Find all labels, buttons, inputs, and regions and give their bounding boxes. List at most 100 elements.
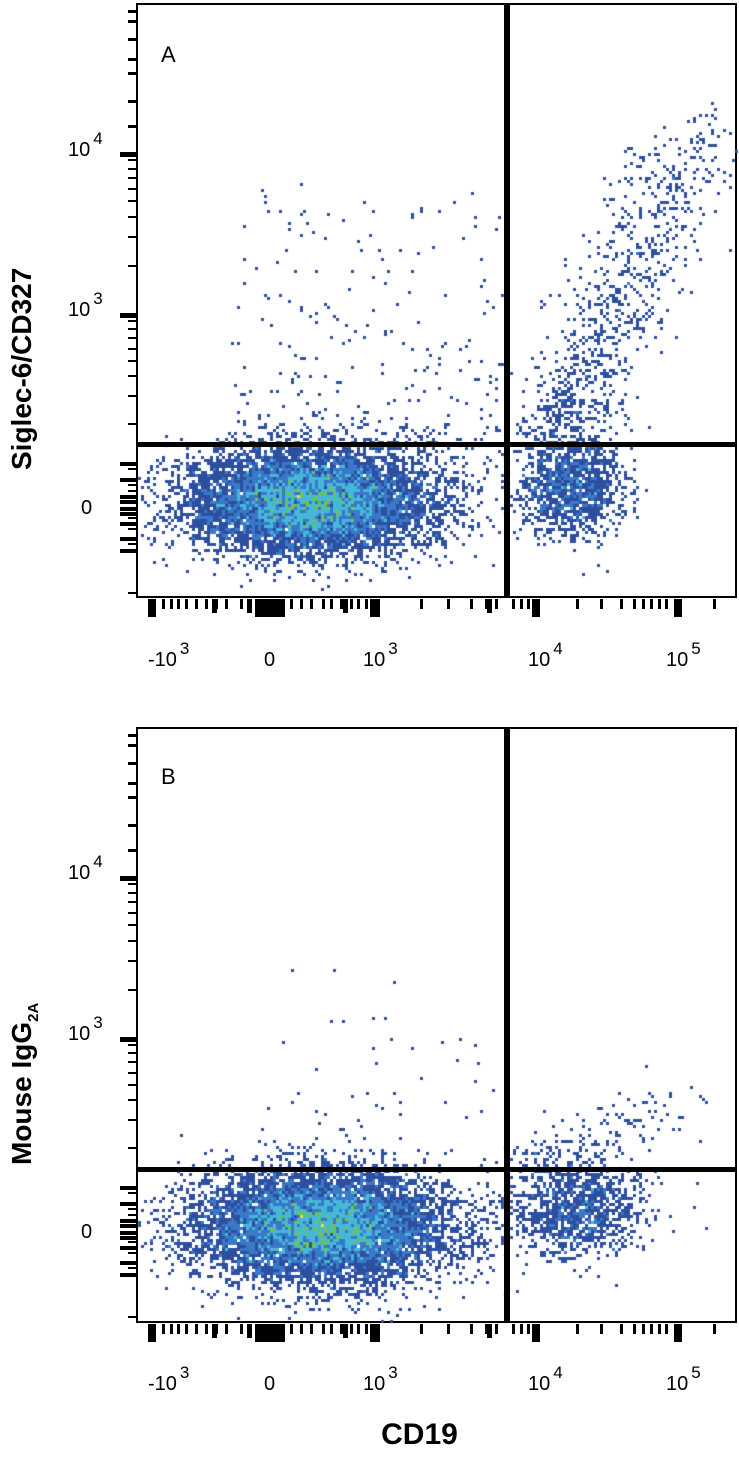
tick-mark: [447, 1324, 450, 1334]
tick-mark: [470, 1324, 473, 1334]
tick-mark: [120, 462, 136, 466]
tick-mark: [520, 599, 523, 609]
tick-mark: [212, 599, 217, 613]
tick-mark: [247, 1324, 252, 1338]
tick-mark: [225, 599, 228, 609]
tick-mark: [370, 1324, 380, 1342]
tick-mark: [527, 1324, 530, 1334]
tick-mark: [120, 1037, 136, 1042]
tick-mark: [128, 38, 136, 41]
tick-mark: [128, 100, 136, 103]
tick-mark: [195, 1324, 198, 1334]
tick-mark: [170, 1324, 173, 1334]
tick-mark: [665, 599, 668, 609]
tick-mark: [120, 152, 136, 157]
tick-mark: [520, 1324, 523, 1334]
tick-mark: [262, 1324, 267, 1338]
tick-mark: [128, 988, 136, 991]
tick-mark: [620, 1324, 623, 1334]
tick-mark: [128, 375, 136, 378]
tick-mark: [128, 490, 136, 492]
tick-mark: [128, 1146, 136, 1149]
tick-mark: [128, 744, 136, 747]
tick-mark: [350, 1324, 353, 1334]
tick-mark: [128, 422, 136, 425]
tick-mark: [128, 1208, 136, 1210]
tick-mark: [495, 1324, 498, 1334]
tick-mark: [120, 478, 136, 482]
tick-mark: [343, 1324, 348, 1338]
tick-mark: [330, 599, 333, 609]
tick-mark: [128, 125, 136, 128]
tick-mark: [665, 1324, 668, 1334]
tick-mark: [128, 960, 136, 963]
quadrant-gate-vertical-b[interactable]: [504, 727, 510, 1323]
tick-mark: [128, 236, 136, 239]
tick-mark: [128, 1316, 136, 1318]
tick-mark: [658, 1324, 661, 1334]
tick-mark: [600, 1324, 603, 1334]
quadrant-gate-horizontal-b[interactable]: [136, 1167, 737, 1172]
tick-mark: [713, 599, 716, 609]
tick-mark: [128, 216, 136, 219]
tick-mark: [120, 1246, 136, 1250]
tick-mark: [340, 599, 343, 609]
tick-mark: [120, 876, 136, 881]
tick-mark: [128, 347, 136, 350]
tick-mark: [128, 592, 136, 594]
tick-mark: [278, 599, 283, 613]
tick-mark: [240, 1324, 243, 1334]
tick-mark: [128, 782, 136, 785]
tick-mark: [330, 1324, 333, 1334]
tick-mark: [205, 1324, 208, 1334]
tick-mark: [128, 824, 136, 827]
tick-mark: [128, 762, 136, 765]
tick-mark: [120, 1224, 136, 1228]
quadrant-gate-vertical-a[interactable]: [504, 3, 510, 598]
tick-mark: [340, 1324, 343, 1334]
tick-mark: [128, 891, 136, 894]
tick-mark: [128, 1214, 136, 1216]
tick-mark: [128, 484, 136, 486]
tick-mark: [128, 528, 136, 530]
tick-mark: [420, 599, 423, 609]
tick-mark: [532, 599, 540, 617]
tick-mark: [420, 1324, 423, 1334]
tick-mark: [128, 1044, 136, 1047]
tick-mark: [357, 1324, 360, 1334]
tick-mark: [120, 1186, 136, 1190]
tick-mark: [128, 517, 136, 519]
tick-mark: [300, 1324, 303, 1334]
tick-mark: [532, 1324, 540, 1342]
tick-mark: [128, 360, 136, 363]
tick-mark: [128, 940, 136, 943]
tick-mark: [120, 549, 136, 553]
tick-mark: [185, 1324, 188, 1334]
tick-mark: [576, 599, 579, 609]
tick-mark: [120, 500, 136, 504]
tick-mark: [128, 900, 136, 903]
tick-mark: [485, 1324, 488, 1334]
tick-mark: [128, 1099, 136, 1102]
quadrant-gate-horizontal-a[interactable]: [136, 442, 737, 447]
tick-mark: [278, 1324, 283, 1338]
tick-mark: [120, 1236, 136, 1240]
tick-mark: [642, 1324, 645, 1334]
tick-mark: [128, 796, 136, 799]
tick-mark: [120, 1273, 136, 1277]
tick-mark: [527, 599, 530, 609]
tick-mark: [128, 1084, 136, 1087]
tick-mark: [365, 599, 368, 609]
tick-mark: [128, 167, 136, 170]
tick-mark: [128, 1061, 136, 1064]
tick-mark: [674, 1324, 682, 1342]
tick-mark: [262, 599, 267, 613]
tick-mark: [170, 599, 173, 609]
tick-mark: [120, 507, 136, 511]
tick-mark: [162, 1324, 165, 1334]
tick-mark: [128, 320, 136, 323]
tick-mark: [487, 599, 492, 613]
tick-mark: [350, 599, 353, 609]
tick-mark: [370, 599, 380, 617]
tick-mark: [120, 537, 136, 541]
